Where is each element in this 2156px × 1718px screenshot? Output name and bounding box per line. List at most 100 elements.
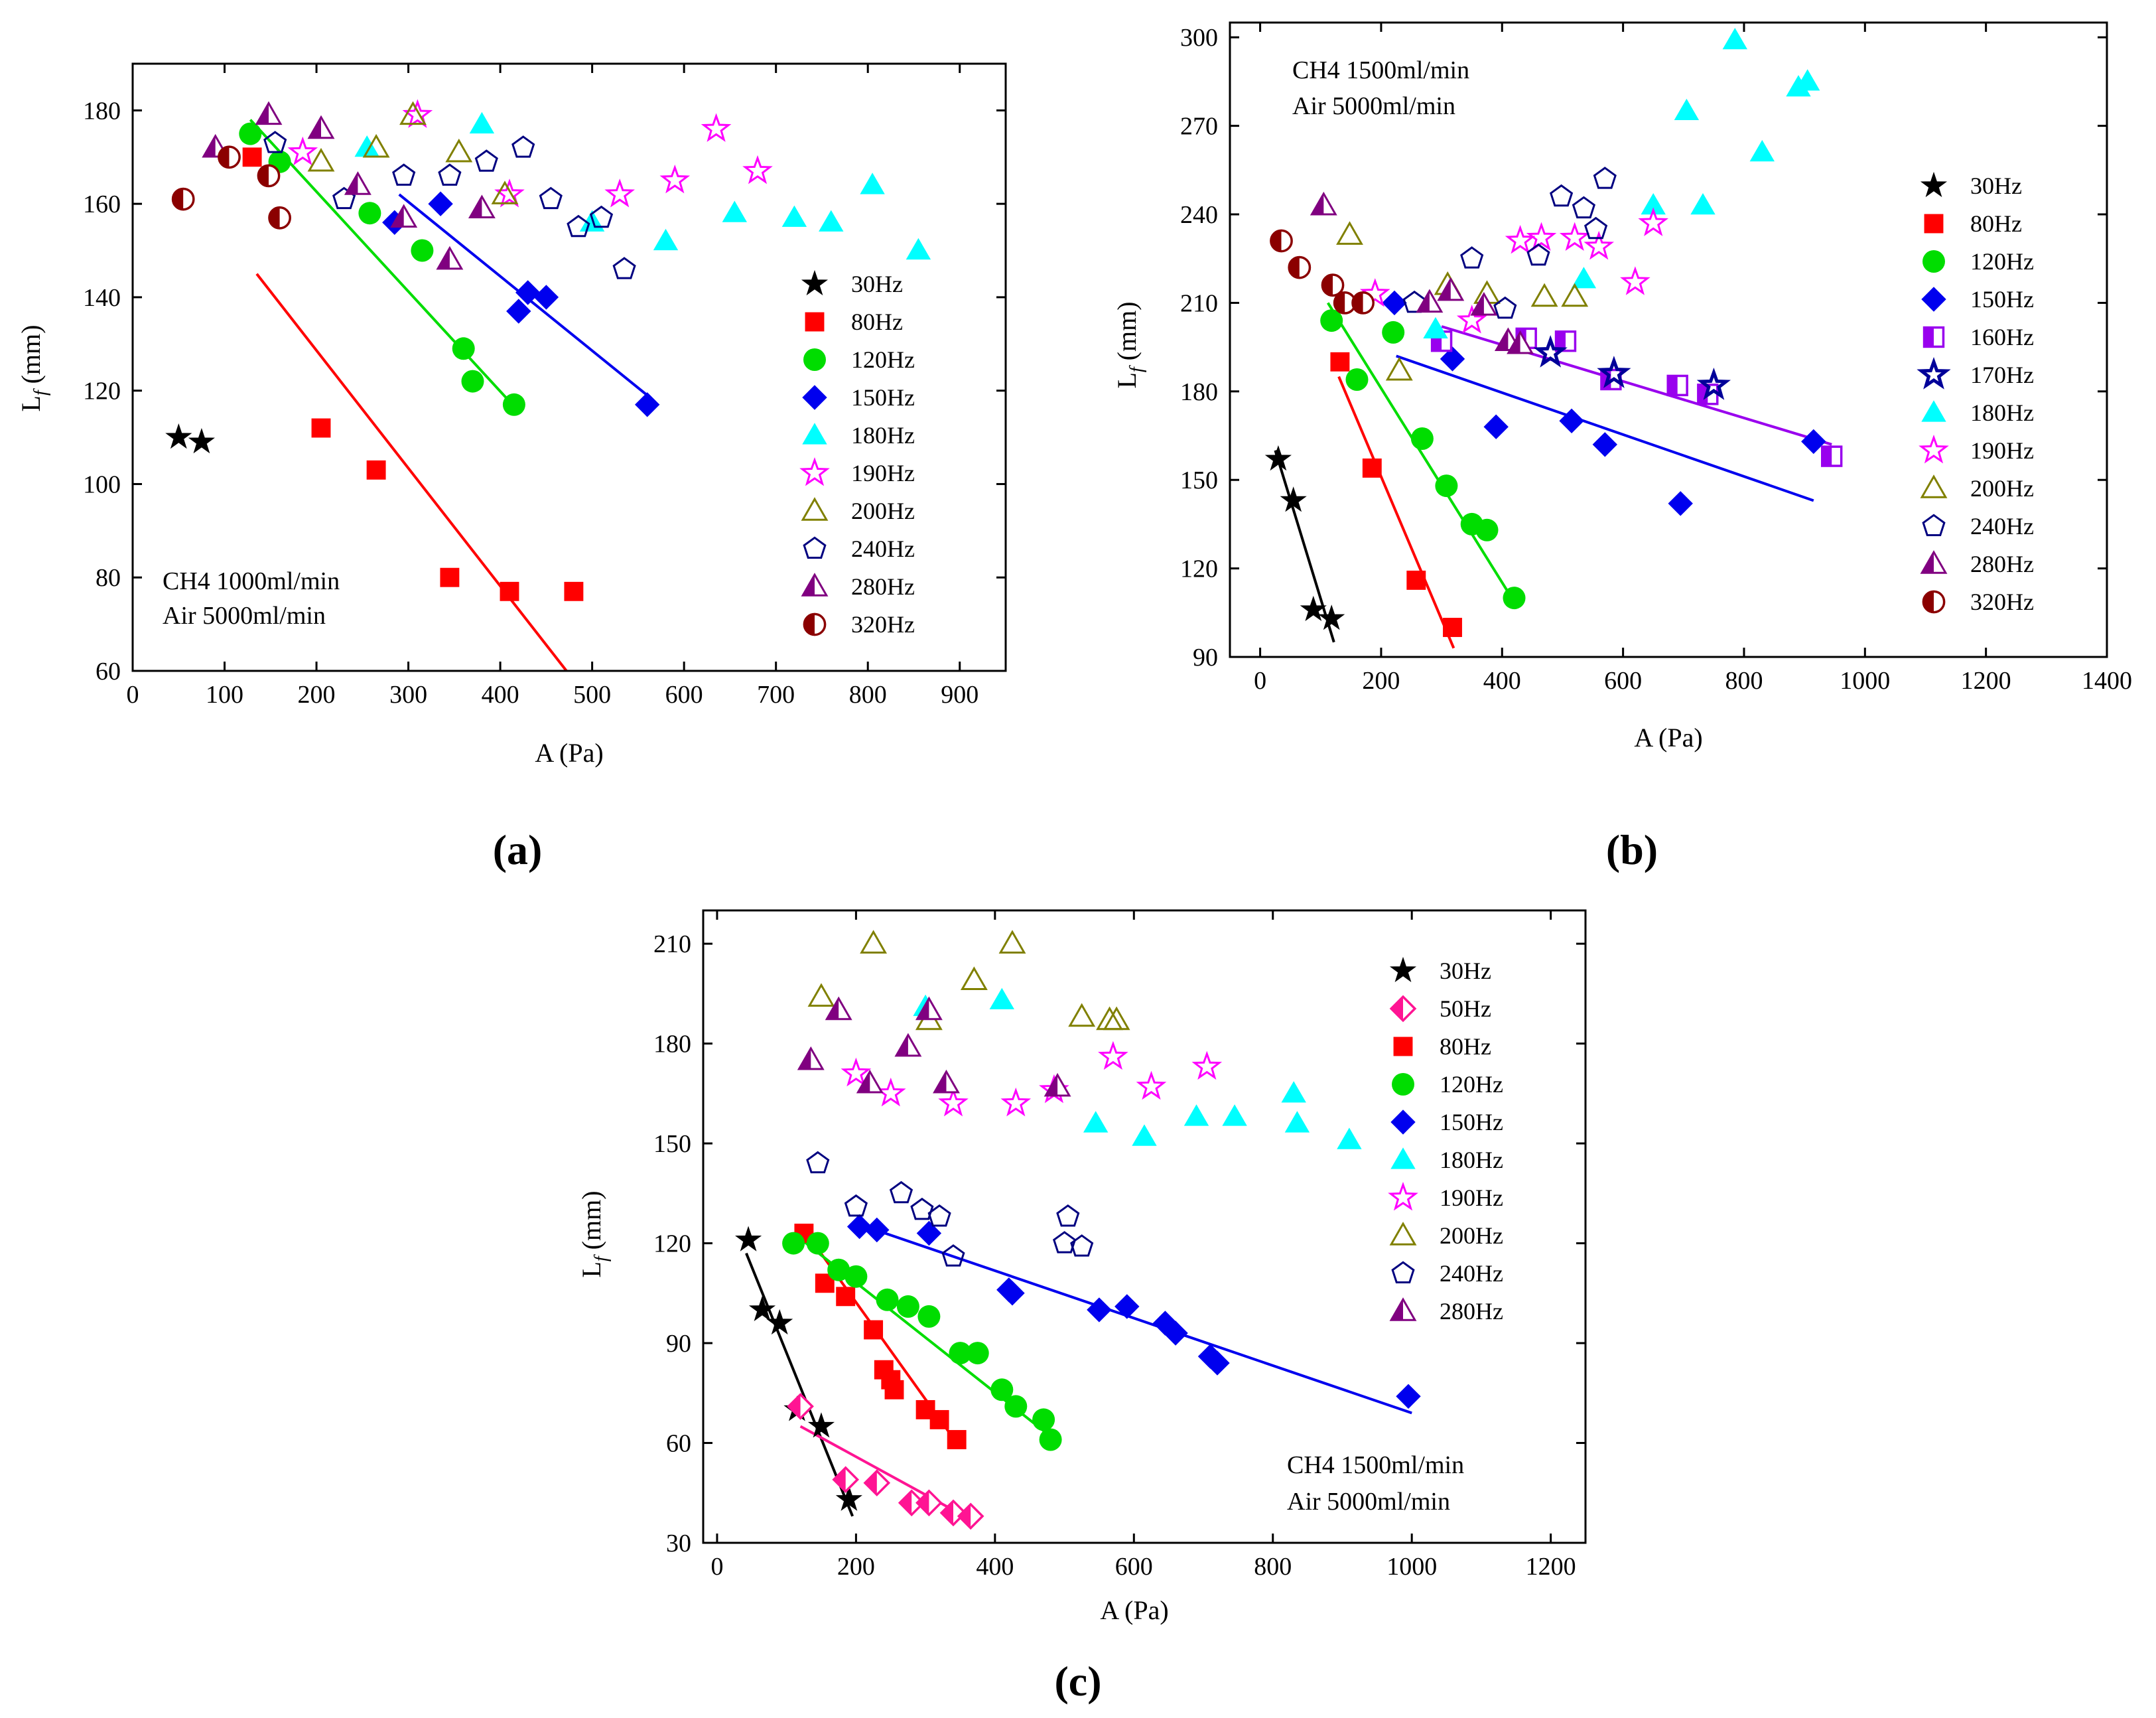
x-tick-label: 400 bbox=[976, 1553, 1014, 1581]
legend-label: 280Hz bbox=[851, 573, 915, 600]
point-180hz-3 bbox=[1132, 1124, 1157, 1146]
point-180hz-0 bbox=[1423, 317, 1448, 338]
legend-item-200hz: 200Hz bbox=[1920, 474, 2034, 502]
legend-marker-200hz bbox=[1920, 474, 1948, 498]
y-tick-label: 60 bbox=[666, 1430, 691, 1458]
point-320hz-1 bbox=[1288, 255, 1312, 279]
legend-label: 180Hz bbox=[1440, 1147, 1503, 1173]
point-240hz-2 bbox=[889, 1181, 913, 1204]
point-150hz-1 bbox=[864, 1217, 890, 1243]
point-80hz-6 bbox=[881, 1370, 901, 1390]
legend-label: 320Hz bbox=[851, 611, 915, 638]
fit-line-150hz bbox=[855, 1222, 1412, 1415]
legend-marker-30hz bbox=[801, 269, 829, 296]
y-tick-label: 100 bbox=[83, 470, 121, 498]
point-120hz-3 bbox=[411, 239, 434, 262]
point-120hz-11 bbox=[1032, 1408, 1055, 1431]
point-180hz-1 bbox=[469, 111, 495, 134]
x-tick-label: 800 bbox=[849, 681, 887, 709]
point-120hz-1 bbox=[806, 1232, 829, 1255]
legend-marker-80hz bbox=[805, 312, 825, 332]
legend-item-30hz: 30Hz bbox=[801, 269, 903, 297]
point-200hz-7 bbox=[1103, 1006, 1130, 1031]
point-120hz-1 bbox=[1345, 368, 1369, 391]
legend-marker-320hz bbox=[803, 612, 827, 636]
point-200hz-0 bbox=[307, 147, 335, 172]
legend-item-150hz: 150Hz bbox=[1390, 1109, 1503, 1135]
point-120hz-3 bbox=[844, 1265, 868, 1288]
legend-item-170hz: 170Hz bbox=[1917, 357, 2034, 390]
chart-panel-c: 0 200 400 600 800 1000 1200306090120150180210 … bbox=[576, 909, 1587, 1705]
legend-label: 120Hz bbox=[1440, 1071, 1503, 1098]
legend-marker-240hz bbox=[1391, 1261, 1415, 1283]
point-180hz-5 bbox=[1722, 28, 1747, 50]
point-180hz-6 bbox=[1281, 1081, 1306, 1103]
point-30hz-1 bbox=[1280, 486, 1307, 512]
point-30hz-5 bbox=[835, 1485, 862, 1511]
x-tick-label: 0 bbox=[1254, 667, 1266, 695]
y-tick-label: 120 bbox=[653, 1230, 691, 1258]
legend-item-120hz: 120Hz bbox=[1922, 248, 2034, 275]
legend-marker-120hz bbox=[1392, 1073, 1414, 1096]
chart-panel-b: 0 200 400 600 800 1000 1200 1400 90 120 150 180 210 2… bbox=[1112, 21, 2132, 873]
point-190hz-3 bbox=[1526, 222, 1557, 251]
legend-c: 30Hz 50Hz 80Hz 120Hz 150Hz 180Hz 190Hz 200Hz 240… bbox=[1388, 956, 1503, 1324]
point-170hz-1 bbox=[1597, 356, 1631, 388]
point-30hz-0 bbox=[165, 423, 192, 449]
point-150hz-8 bbox=[1163, 1321, 1188, 1346]
y-tick-label: 120 bbox=[83, 378, 121, 405]
point-80hz-2 bbox=[366, 460, 386, 480]
point-320hz-3 bbox=[1333, 291, 1357, 315]
legend-item-80hz: 80Hz bbox=[1393, 1033, 1491, 1060]
y-tick-label: 240 bbox=[1180, 201, 1218, 229]
point-240hz-5 bbox=[941, 1244, 965, 1267]
legend-item-50hz: 50Hz bbox=[1389, 995, 1491, 1023]
point-280hz-0 bbox=[1310, 191, 1337, 216]
legend-label: 190Hz bbox=[1970, 437, 2034, 464]
point-240hz-3 bbox=[438, 163, 462, 186]
point-240hz-3 bbox=[1526, 243, 1550, 266]
point-190hz-3 bbox=[1000, 1087, 1032, 1117]
legend-marker-190hz bbox=[1919, 435, 1949, 464]
legend-marker-150hz bbox=[1390, 1110, 1416, 1135]
point-320hz-4 bbox=[1351, 291, 1375, 315]
point-240hz-7 bbox=[1593, 167, 1617, 189]
y-tick-label: 150 bbox=[1180, 466, 1218, 494]
y-tick-label: 180 bbox=[653, 1031, 691, 1058]
point-50hz-2 bbox=[863, 1469, 891, 1497]
legend-label: 170Hz bbox=[1970, 362, 2034, 388]
point-120hz-7 bbox=[1503, 587, 1526, 610]
legend-item-80hz: 80Hz bbox=[805, 309, 903, 335]
x-tick-label: 600 bbox=[665, 681, 703, 709]
point-200hz-4 bbox=[1530, 283, 1558, 307]
point-80hz-1 bbox=[311, 418, 331, 438]
y-axis-label-c: Lf (mm) bbox=[576, 1190, 612, 1277]
legend-label: 240Hz bbox=[851, 536, 915, 562]
legend-marker-280hz bbox=[801, 573, 829, 597]
legend-marker-240hz bbox=[803, 536, 827, 559]
point-180hz-6 bbox=[819, 210, 844, 232]
point-150hz-6 bbox=[1801, 429, 1826, 455]
plot-area-a bbox=[165, 99, 931, 671]
point-280hz-3 bbox=[344, 171, 371, 195]
point-280hz-4 bbox=[390, 204, 418, 228]
y-tick-label: 60 bbox=[96, 658, 121, 685]
data-points bbox=[1264, 28, 1843, 637]
point-280hz-1 bbox=[1416, 289, 1444, 313]
panel-caption-a: (a) bbox=[493, 826, 543, 873]
legend-item-30hz: 30Hz bbox=[1389, 956, 1491, 984]
point-180hz-1 bbox=[989, 987, 1014, 1009]
point-30hz-4 bbox=[807, 1412, 835, 1438]
point-190hz-1 bbox=[402, 99, 433, 128]
legend-label: 200Hz bbox=[1440, 1222, 1503, 1249]
x-tick-label: 1000 bbox=[1386, 1553, 1437, 1581]
point-320hz-3 bbox=[268, 206, 291, 230]
point-280hz-3 bbox=[894, 1033, 922, 1057]
point-280hz-6 bbox=[468, 194, 496, 218]
point-30hz-1 bbox=[188, 427, 215, 454]
x-tick-label: 200 bbox=[837, 1553, 875, 1581]
point-280hz-4 bbox=[915, 996, 943, 1021]
axes-c: 0 200 400 600 800 1000 1200 30 60 90 120 150 180 210 bbox=[653, 909, 1587, 1581]
point-180hz-8 bbox=[1795, 69, 1820, 91]
